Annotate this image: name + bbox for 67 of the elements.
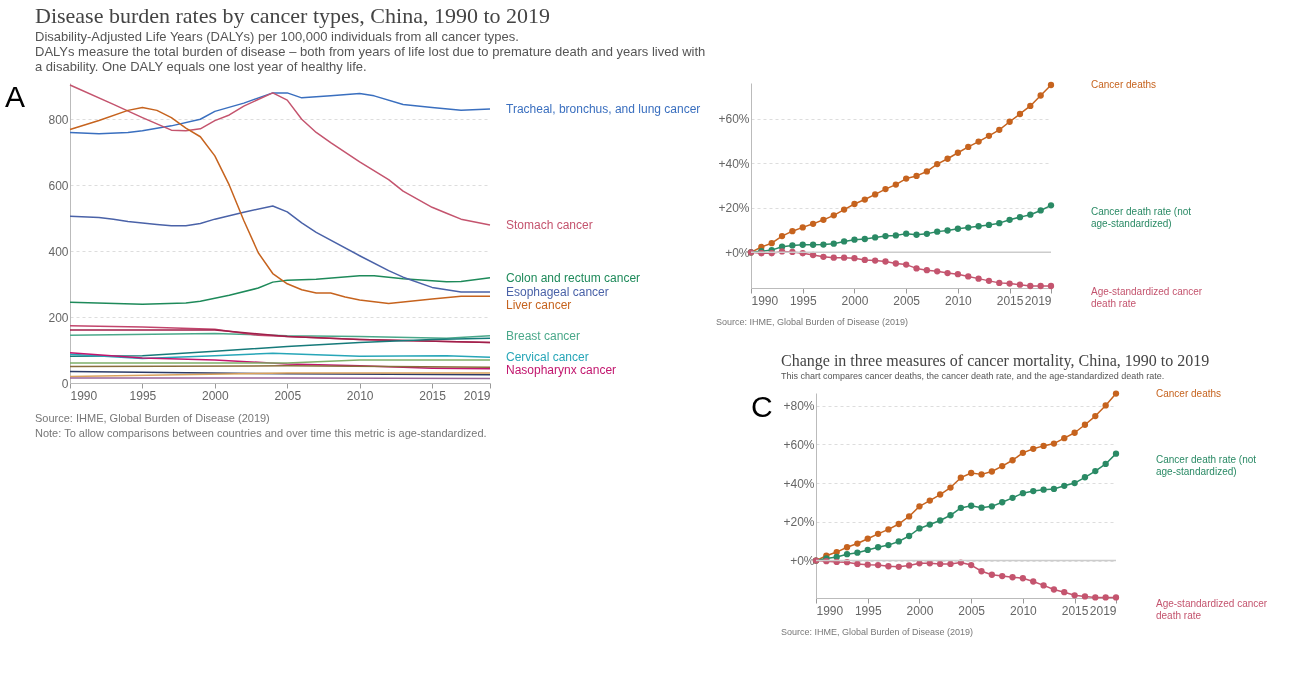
text: Cancer death rate (not age-standardized) [1091,205,1192,229]
y-tick-label: 600 [48,178,69,193]
x-tick-label: 1990 [70,388,98,403]
text: C [751,390,773,423]
y-tick-label: +0% [725,245,750,260]
x-tick-label: 2010 [346,388,374,403]
source-note: Source: IHME, Global Burden of Disease (2019) [781,627,974,637]
x-tick-label: 2019 [1024,293,1052,308]
x-tick-label: 2010 [945,293,973,308]
text: Cancer deaths [1156,387,1222,399]
line-series [69,205,491,293]
x-tick-label: 1995 [854,603,882,618]
x-tick-label: 2000 [906,603,934,618]
series-label: Cervical cancer [506,350,589,365]
series-label: Tracheal, bronchus, and lung cancer [506,102,701,117]
line-series [69,92,491,135]
text: Cancer deaths [1091,79,1157,91]
chart-subtitle: This chart compares cancer deaths, the cancer death rate, and the age-standardized death rate. [781,370,1165,381]
x-tick-label: 2010 [1010,603,1038,618]
line-series [69,106,491,305]
x-tick-label: 2015 [996,293,1024,308]
line-series [69,337,491,358]
series-label: Esophageal cancer [506,285,609,300]
chart-title: Change in three measures of cancer mortality, China, 1990 to 2019 [781,351,1210,370]
line-series [69,84,491,226]
chart-subtitle: Disability-Adjusted Life Years (DALYs) per 100,000 individuals from all cancer types. DALYs measure the total burden of disease – both from years of life lost due to premature death and years lived with a disability. One DALY equals one lost year of healthy life. [35,29,706,74]
x-tick-label: 2019 [1089,603,1117,618]
text: Cancer death rate (not age-standardized) [1156,454,1257,478]
x-tick-label: 1990 [816,603,844,618]
x-tick-label: 2000 [201,388,229,403]
text: Age-standardized cancer death rate [1156,597,1268,621]
y-tick-label: +0% [790,554,815,569]
line-series [69,351,491,370]
x-tick-label: 2000 [841,293,869,308]
x-tick-label: 1995 [789,293,817,308]
x-tick-label: 2015 [419,388,447,403]
line-series [69,275,491,305]
series-label: Colon and rectum cancer [506,270,641,285]
series-label: Breast cancer [506,328,581,343]
x-tick-label: 2019 [463,388,491,403]
x-tick-label: 2015 [1061,603,1089,618]
y-tick-label: 200 [48,310,69,325]
series-label: Liver cancer [506,298,572,313]
line-series [69,329,491,344]
series-label: Stomach cancer [506,218,593,233]
y-tick-label: +40% [783,476,815,491]
y-tick-label: +60% [783,437,815,452]
x-tick-label: 1995 [129,388,157,403]
chart-title: Disease burden rates by cancer types, China, 1990 to 2019 [35,3,551,28]
y-tick-label: +80% [783,399,815,414]
text: Note: To allow comparisons between countries and over time this metric is age-standardized. [35,427,487,439]
text: Age-standardized cancer death rate [1091,286,1203,310]
x-tick-label: 2005 [274,388,302,403]
x-tick-label: 1990 [751,293,779,308]
x-tick-label: 2005 [958,603,986,618]
source-note: Source: IHME, Global Burden of Disease (2019) [35,412,270,424]
y-tick-label: +20% [783,515,815,530]
text: A [5,80,26,113]
x-tick-label: 2005 [893,293,921,308]
y-tick-label: 0 [61,376,69,391]
y-tick-label: 800 [48,112,69,127]
y-tick-label: +20% [718,201,750,216]
series-label: Nasopharynx cancer [506,363,617,378]
y-tick-label: +60% [718,112,750,127]
y-tick-label: 400 [48,244,69,259]
source-note: Source: IHME, Global Burden of Disease (2019) [716,317,909,327]
y-tick-label: +40% [718,156,750,171]
